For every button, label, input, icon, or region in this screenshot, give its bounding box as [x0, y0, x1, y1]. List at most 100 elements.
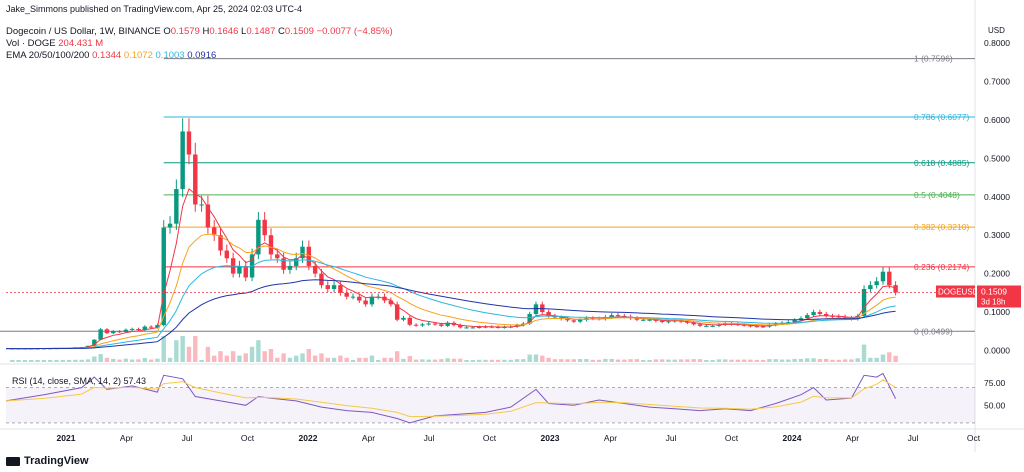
candle-body	[748, 325, 753, 327]
candle-body	[716, 324, 722, 326]
volume-bar	[691, 359, 696, 362]
candle-body	[527, 313, 532, 324]
candle-body	[319, 273, 324, 286]
volume-bar	[887, 352, 892, 362]
volume-bar	[521, 359, 526, 362]
volume-bar	[60, 359, 65, 362]
candle-body	[281, 258, 286, 270]
time-axis-label: Apr	[120, 433, 133, 443]
volume-bar	[243, 353, 248, 362]
symbol-tag-text: DOGEUSD	[938, 287, 979, 296]
candle-body	[123, 329, 129, 333]
tradingview-logo-text: TradingView	[24, 455, 89, 467]
candle-body	[92, 339, 97, 346]
candle-body	[893, 285, 898, 293]
volume-bar	[249, 346, 255, 362]
volume-bar	[773, 359, 778, 362]
rsi-ma-line	[5, 379, 896, 418]
candle-body	[760, 326, 766, 328]
price-tick-label: 0.7000	[984, 76, 1010, 86]
volume-bar	[407, 356, 412, 362]
ema-50-line	[6, 233, 896, 350]
rsi-line	[5, 372, 897, 424]
volume-bar	[256, 340, 261, 362]
volume-bar	[41, 359, 47, 362]
candle-body	[615, 315, 621, 317]
candle-body	[394, 304, 400, 320]
volume-bar	[161, 336, 166, 362]
volume-bar	[811, 358, 816, 362]
volume-bar	[514, 359, 520, 362]
volume-bar	[641, 360, 646, 362]
price-tick-label: 0.0000	[984, 345, 1010, 355]
candle-body	[294, 258, 299, 266]
volume-bar	[129, 359, 135, 362]
volume-bar	[508, 359, 513, 362]
ema-20-line	[6, 188, 896, 350]
volume-bar	[792, 358, 797, 362]
volume-value: 204.431 M	[58, 38, 104, 49]
candle-body	[691, 322, 696, 325]
candle-body	[344, 292, 349, 297]
publisher-line: Jake_Simmons published on TradingView.co…	[6, 4, 303, 14]
fib-level-label: 0.382 (0.3210)	[914, 222, 969, 232]
candle-body	[823, 313, 829, 316]
candle-body	[704, 325, 709, 327]
volume-bar	[22, 360, 28, 362]
candle-body	[710, 325, 715, 327]
volume-bar	[723, 359, 728, 362]
rsi-legend: RSI (14, close, SMA, 14, 2) 57.43	[12, 376, 146, 386]
volume-bar	[47, 359, 53, 362]
candle-body	[470, 327, 476, 329]
volume-bar	[533, 354, 539, 362]
volume-bar	[148, 359, 154, 362]
ema-200-line	[6, 279, 896, 350]
candle-body	[811, 312, 816, 316]
close-label: C	[278, 26, 285, 37]
candle-body	[413, 324, 419, 326]
volume-bar	[104, 357, 110, 362]
candle-body	[571, 320, 577, 322]
volume-bar	[672, 359, 677, 362]
high-value: 0.1646	[209, 26, 239, 37]
volume-bar	[363, 357, 368, 362]
tradingview-logo-icon	[6, 456, 20, 466]
time-axis-label: 2023	[541, 433, 560, 443]
candle-body	[350, 296, 356, 298]
volume-bar	[394, 351, 400, 362]
time-axis-label: Jul	[424, 433, 435, 443]
volume-bar	[426, 359, 431, 362]
volume-bar	[893, 355, 898, 362]
price-tag-countdown: 3d 18h	[981, 297, 1005, 306]
volume-bar	[849, 359, 854, 362]
candle-body	[861, 288, 867, 316]
volume-bar	[527, 354, 532, 362]
candle-body	[98, 329, 103, 340]
candle-body	[211, 227, 217, 236]
ema20-value: 0.1344	[92, 50, 122, 61]
price-tag-box	[977, 285, 1021, 308]
candle-body	[268, 235, 274, 255]
volume-bar	[489, 359, 495, 362]
symbol-legend: Dogecoin / US Dollar, 1W, BINANCE O0.157…	[6, 26, 393, 37]
time-axis-label: 2021	[57, 433, 76, 443]
volume-bar	[73, 359, 78, 362]
volume-bar	[287, 357, 293, 362]
volume-bar	[294, 355, 299, 362]
candle-body	[388, 300, 394, 305]
volume-bar	[338, 355, 343, 362]
fib-level-label: 0 (0.0499)	[914, 326, 953, 336]
volume-bar	[350, 360, 356, 362]
candle-body	[420, 324, 425, 326]
candle-body	[659, 320, 665, 323]
volume-bar	[842, 359, 848, 362]
close-value: 0.1509	[284, 26, 314, 37]
volume-bar	[615, 359, 621, 362]
candle-body	[142, 326, 148, 331]
volume-bar	[54, 359, 59, 362]
candle-body	[306, 246, 312, 266]
volume-bar	[584, 359, 589, 362]
volume-bar	[117, 359, 122, 362]
volume-bar	[123, 358, 129, 362]
